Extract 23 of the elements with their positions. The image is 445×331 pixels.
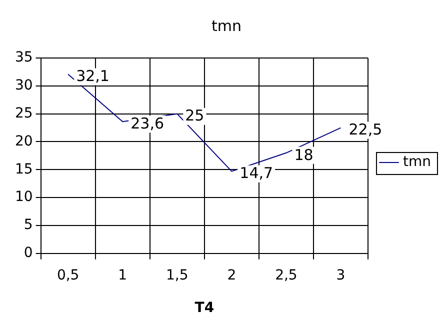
data-label: 14,7 — [240, 164, 274, 182]
y-tick-label: 20 — [14, 133, 33, 150]
data-label: 25 — [185, 106, 204, 125]
legend-label: tmn — [403, 154, 431, 170]
y-tick-label: 15 — [14, 161, 33, 178]
y-tick-label: 25 — [14, 105, 33, 122]
data-label: 32,1 — [76, 67, 110, 86]
data-label: 23,6 — [130, 114, 164, 133]
chart-title: tmn — [212, 16, 242, 35]
x-tick-label: 0,5 — [56, 267, 80, 284]
x-tick-label: 3 — [336, 267, 346, 284]
x-tick-label: 1,5 — [166, 267, 188, 284]
y-tick-label: 0 — [24, 245, 33, 262]
data-label: 18 — [294, 146, 314, 164]
x-tick-label: 1 — [118, 267, 128, 284]
y-tick-label: 10 — [14, 189, 33, 206]
y-tick-label: 35 — [14, 50, 33, 66]
x-tick-label: 2 — [227, 267, 236, 284]
y-tick-label: 30 — [14, 78, 33, 94]
x-tick-label: 2,5 — [275, 267, 298, 284]
y-tick-label: 5 — [24, 217, 33, 234]
data-label: 22,5 — [348, 120, 382, 139]
x-axis-title: T4 — [194, 300, 214, 316]
